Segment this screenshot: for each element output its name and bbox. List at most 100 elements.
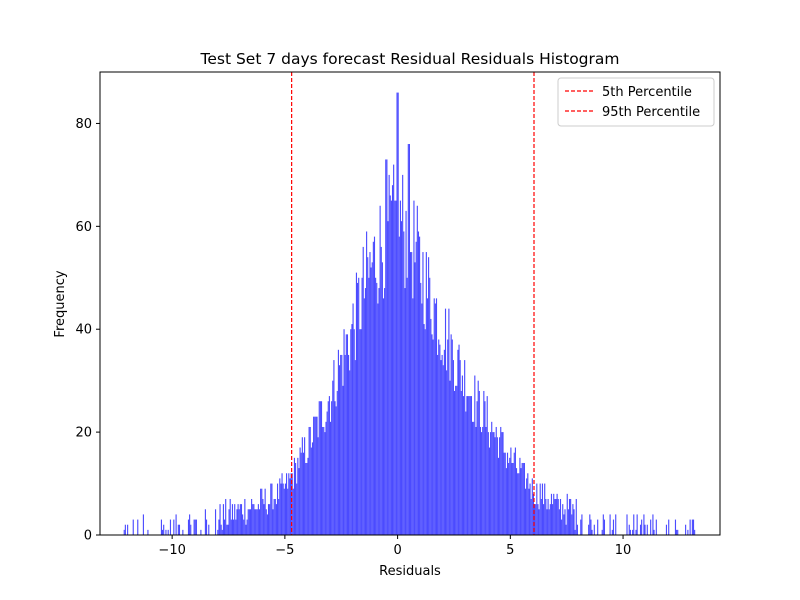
histogram-bar <box>413 200 415 536</box>
histogram-bar <box>691 519 693 535</box>
histogram-bar <box>376 282 378 535</box>
histogram-bar <box>448 308 450 535</box>
histogram-bar <box>546 509 548 535</box>
histogram-bar <box>329 421 332 535</box>
histogram-bar <box>518 473 520 535</box>
histogram-bar <box>248 509 250 535</box>
histogram-bar <box>229 498 231 535</box>
histogram-bar <box>372 241 374 535</box>
histogram-bar <box>175 514 177 535</box>
histogram-bar <box>173 519 175 535</box>
histogram-bar <box>169 519 172 535</box>
histogram-bar <box>556 493 558 535</box>
histogram-bar <box>165 529 167 535</box>
histogram-bar <box>219 504 221 535</box>
histogram-bar <box>234 504 236 535</box>
histogram-bar <box>456 385 458 535</box>
histogram-bar <box>160 519 162 535</box>
histogram-bar <box>541 483 544 535</box>
histogram-bar <box>370 267 372 535</box>
histogram-bar <box>423 324 425 535</box>
histogram-bar <box>315 416 317 535</box>
histogram-bar <box>305 462 307 535</box>
histogram-bar <box>297 457 299 535</box>
histogram-bar <box>532 493 534 535</box>
histogram-bar <box>350 329 352 535</box>
legend-box <box>557 77 715 127</box>
y-tick-label: 60 <box>75 220 92 235</box>
histogram-bar <box>244 498 246 535</box>
histogram-bar <box>653 529 655 535</box>
histogram-bar <box>295 462 297 535</box>
histogram-bar <box>226 524 228 535</box>
histogram-bar <box>530 498 532 535</box>
histogram-bar <box>549 504 551 535</box>
histogram-bar <box>635 529 637 535</box>
histogram-bar <box>360 329 362 535</box>
histogram-bar <box>162 529 164 535</box>
histogram-bar <box>477 380 479 535</box>
histogram-bar <box>574 529 576 535</box>
histogram-bar <box>488 447 491 535</box>
histogram-bar <box>432 339 434 535</box>
histogram-bar <box>433 298 435 535</box>
histogram-bar <box>242 514 244 535</box>
histogram-bar <box>601 529 603 535</box>
histogram-bar <box>636 514 638 535</box>
histogram-bar <box>665 524 668 535</box>
histogram-bar <box>322 426 324 535</box>
histogram-bar <box>412 298 414 535</box>
histogram-bar <box>306 462 308 535</box>
histogram-bar <box>235 519 237 535</box>
histogram-bar <box>460 390 462 535</box>
histogram-bar <box>344 354 346 535</box>
histogram-bar <box>514 447 516 535</box>
histogram-bar <box>552 504 554 535</box>
histogram-bar <box>458 344 460 535</box>
histogram-bar <box>258 509 261 535</box>
histogram-bar <box>470 396 472 535</box>
histogram-bar <box>540 498 542 535</box>
histogram-bar <box>411 252 413 535</box>
histogram-bar <box>591 529 593 535</box>
histogram-bar <box>307 457 309 535</box>
histogram-bar <box>492 432 494 535</box>
histogram-bar <box>357 282 359 535</box>
histogram-bar <box>331 401 333 535</box>
histogram-bar <box>269 504 271 535</box>
histogram-bar <box>373 236 376 535</box>
histogram-bar <box>137 519 139 535</box>
histogram-bar <box>539 483 541 535</box>
histogram-bar <box>190 524 192 535</box>
histogram-bar <box>446 370 448 535</box>
histogram-bar <box>167 529 169 535</box>
histogram-bar <box>195 519 197 535</box>
histogram-bar <box>292 488 294 535</box>
histogram-bar <box>481 432 483 535</box>
histogram-bar <box>275 504 277 535</box>
histogram-bar <box>301 437 303 535</box>
histogram-bar <box>644 524 646 535</box>
histogram-bar <box>385 159 387 535</box>
histogram-bar <box>486 396 488 535</box>
y-axis-ticks: 0 20 40 60 80 <box>75 117 100 544</box>
histogram-bar <box>687 529 689 535</box>
histogram-bar <box>328 396 330 535</box>
histogram-bar <box>450 334 452 535</box>
histogram-bar <box>499 437 501 535</box>
histogram-bar <box>571 514 573 535</box>
histogram-bar <box>398 236 400 535</box>
histogram-bar <box>568 498 571 535</box>
histogram-bar <box>387 221 389 535</box>
histogram-bar <box>615 514 617 535</box>
histogram-bar <box>468 396 470 535</box>
histogram-bar <box>527 473 529 535</box>
percentile-lines <box>291 72 535 535</box>
histogram-bar <box>633 514 635 535</box>
histogram-bar <box>337 349 339 535</box>
histogram-bar <box>273 498 275 535</box>
histogram-bar <box>289 478 291 535</box>
histogram-bar <box>590 519 592 535</box>
histogram-bar <box>562 504 564 535</box>
histogram-bar <box>163 524 165 535</box>
